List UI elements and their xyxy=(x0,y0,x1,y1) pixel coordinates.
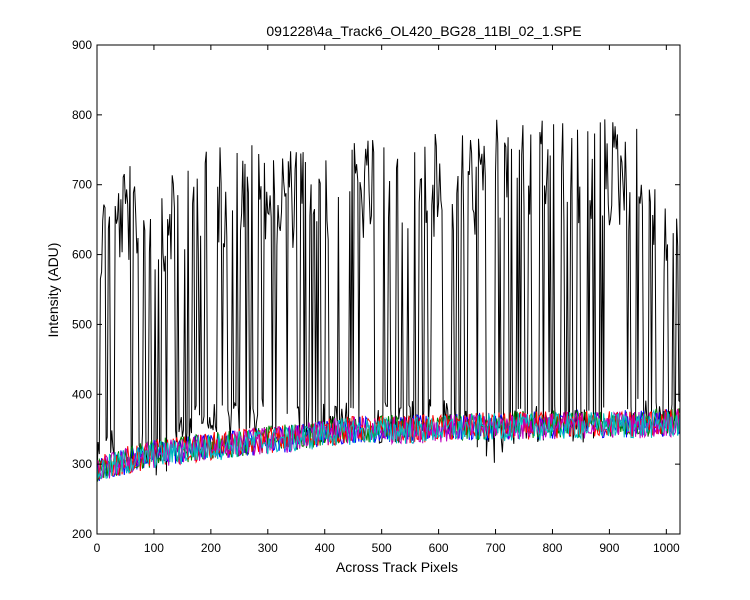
y-tick-label: 500 xyxy=(72,317,92,331)
series-layer xyxy=(96,119,681,483)
x-tick-label: 0 xyxy=(94,541,101,555)
x-tick-label: 300 xyxy=(258,541,278,555)
x-tick-label: 800 xyxy=(542,541,562,555)
y-axis-label: Intensity (ADU) xyxy=(45,243,61,338)
chart-title: 091228\4a_Track6_OL420_BG28_11Bl_02_1.SP… xyxy=(266,23,581,39)
x-tick-label: 500 xyxy=(372,541,392,555)
y-tick-label: 700 xyxy=(72,178,92,192)
x-tick-label: 200 xyxy=(201,541,221,555)
x-tick-label: 900 xyxy=(599,541,619,555)
axes-box xyxy=(96,44,681,535)
y-tick-label: 600 xyxy=(72,248,92,262)
y-tick-label: 400 xyxy=(72,387,92,401)
y-tick-label: 800 xyxy=(72,108,92,122)
x-tick-label: 100 xyxy=(144,541,164,555)
y-tick-label: 900 xyxy=(72,38,92,52)
x-tick-label: 400 xyxy=(315,541,335,555)
y-tick-label: 300 xyxy=(72,457,92,471)
x-tick-label: 700 xyxy=(486,541,506,555)
x-tick-label: 600 xyxy=(429,541,449,555)
x-tick-label: 1000 xyxy=(653,541,680,555)
y-tick-label: 200 xyxy=(72,527,92,541)
series-line-6 xyxy=(96,409,681,480)
x-axis-label: Across Track Pixels xyxy=(336,559,458,575)
ticks-layer: 0 100 200 300 400 500 600 700 800 900 1000 200 300 40… xyxy=(72,38,680,555)
